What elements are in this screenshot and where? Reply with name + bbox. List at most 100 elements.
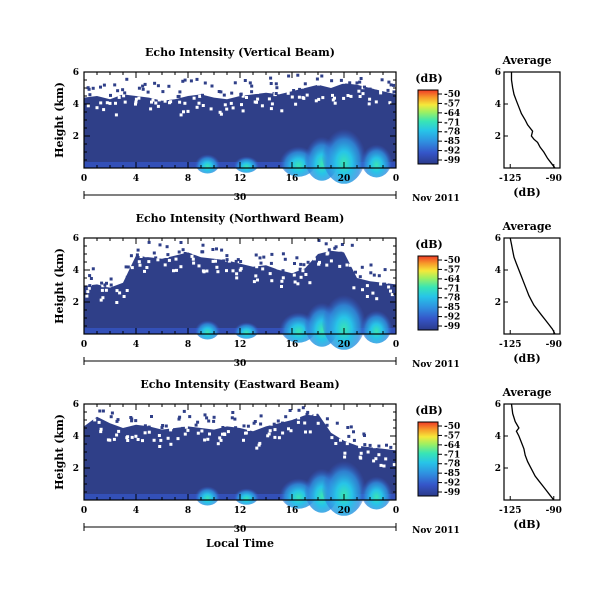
- echo-cell: [158, 243, 162, 247]
- missing-data-cell: [374, 100, 378, 104]
- missing-data-cell: [314, 410, 318, 414]
- missing-data-cell: [379, 89, 383, 93]
- missing-data-cell: [301, 85, 304, 89]
- missing-data-cell: [176, 437, 180, 441]
- echo-cell: [87, 87, 91, 91]
- average-x-tick-label: -125: [499, 506, 522, 516]
- missing-data-cell: [384, 457, 388, 461]
- missing-data-cell: [114, 101, 117, 105]
- echo-cell: [234, 426, 238, 430]
- echo-cell: [225, 258, 229, 262]
- missing-data-cell: [303, 421, 307, 425]
- missing-data-cell: [365, 295, 369, 298]
- echo-cell: [325, 417, 329, 421]
- missing-data-cell: [183, 432, 187, 436]
- echo-cell: [349, 425, 353, 429]
- echo-cell: [270, 252, 274, 256]
- echo-cell: [317, 239, 321, 242]
- echo-cell: [380, 78, 384, 82]
- missing-data-cell: [256, 97, 260, 101]
- missing-data-cell: [321, 96, 325, 100]
- colorbar-tick-label: -85: [444, 469, 460, 479]
- missing-data-cell: [299, 275, 303, 279]
- echo-cell: [233, 417, 237, 421]
- missing-data-cell: [244, 431, 248, 435]
- missing-data-cell: [174, 257, 178, 261]
- x-tick-label: 0: [81, 174, 87, 184]
- echo-cell: [339, 78, 343, 82]
- average-y-tick-label: 4: [495, 266, 501, 276]
- missing-data-cell: [134, 434, 138, 438]
- missing-data-cell: [289, 429, 293, 433]
- missing-data-cell: [331, 93, 334, 97]
- missing-data-cell: [345, 442, 349, 446]
- missing-data-cell: [102, 108, 106, 112]
- missing-data-cell: [197, 264, 201, 268]
- missing-data-cell: [157, 98, 161, 102]
- missing-data-cell: [123, 100, 127, 104]
- missing-data-cell: [280, 285, 283, 288]
- missing-data-cell: [126, 435, 130, 439]
- echo-cell: [288, 409, 292, 412]
- echo-cell: [113, 83, 117, 87]
- echo-cell: [297, 408, 301, 412]
- missing-data-cell: [163, 263, 167, 267]
- missing-data-cell: [184, 425, 188, 429]
- missing-data-cell: [139, 255, 143, 258]
- missing-data-cell: [218, 94, 222, 98]
- colorbar-label: (dB): [415, 238, 442, 251]
- echo-cell: [181, 426, 185, 430]
- missing-data-cell: [291, 269, 295, 273]
- average-y-tick-label: 4: [495, 100, 501, 110]
- echo-cell: [293, 262, 296, 265]
- missing-data-cell: [296, 282, 300, 286]
- missing-data-cell: [252, 280, 256, 284]
- x-tick-label: 16: [286, 506, 299, 516]
- y-tick-label: 2: [73, 464, 79, 474]
- convective-echo: [233, 152, 260, 173]
- echo-cell: [99, 85, 102, 89]
- echo-cell: [272, 422, 276, 426]
- echo-cell: [303, 82, 307, 86]
- missing-data-cell: [392, 463, 396, 467]
- average-x-tick-label: -125: [499, 340, 522, 350]
- missing-data-cell: [218, 436, 222, 440]
- echo-cell: [296, 73, 300, 77]
- echo-cell: [91, 86, 95, 90]
- echo-cell: [292, 89, 296, 92]
- echo-cell: [146, 90, 150, 94]
- missing-data-cell: [104, 288, 108, 292]
- missing-data-cell: [149, 107, 153, 111]
- missing-data-cell: [296, 420, 300, 424]
- echo-cell: [181, 248, 185, 252]
- echo-cell: [248, 81, 252, 85]
- echo-cell: [109, 93, 112, 97]
- echo-cell: [298, 87, 302, 91]
- echo-cell: [299, 262, 303, 266]
- echo-cell: [383, 282, 387, 286]
- missing-data-cell: [317, 97, 321, 101]
- missing-data-cell: [318, 260, 321, 264]
- missing-data-cell: [169, 95, 173, 99]
- x-tick-label: 4: [133, 506, 139, 516]
- colorbar-tick-label: -57: [444, 431, 460, 441]
- missing-data-cell: [186, 109, 190, 113]
- echo-cell: [101, 409, 105, 413]
- echo-cell: [262, 255, 266, 259]
- missing-data-cell: [114, 113, 118, 117]
- missing-data-cell: [316, 421, 320, 425]
- missing-data-cell: [326, 251, 330, 255]
- echo-cell: [130, 419, 134, 423]
- missing-data-cell: [231, 269, 235, 273]
- echo-cell: [109, 283, 113, 287]
- x-tick-label: 0: [81, 340, 87, 350]
- x-axis-label: Local Time: [206, 537, 274, 550]
- colorbar-tick-label: -64: [444, 441, 460, 451]
- echo-cell: [386, 88, 390, 92]
- missing-data-cell: [342, 80, 346, 84]
- missing-data-cell: [302, 96, 306, 100]
- echo-cell: [305, 412, 309, 416]
- missing-data-cell: [108, 101, 112, 105]
- echo-cell: [377, 444, 381, 448]
- colorbar: -50-57-64-71-78-85-92-99: [417, 89, 460, 166]
